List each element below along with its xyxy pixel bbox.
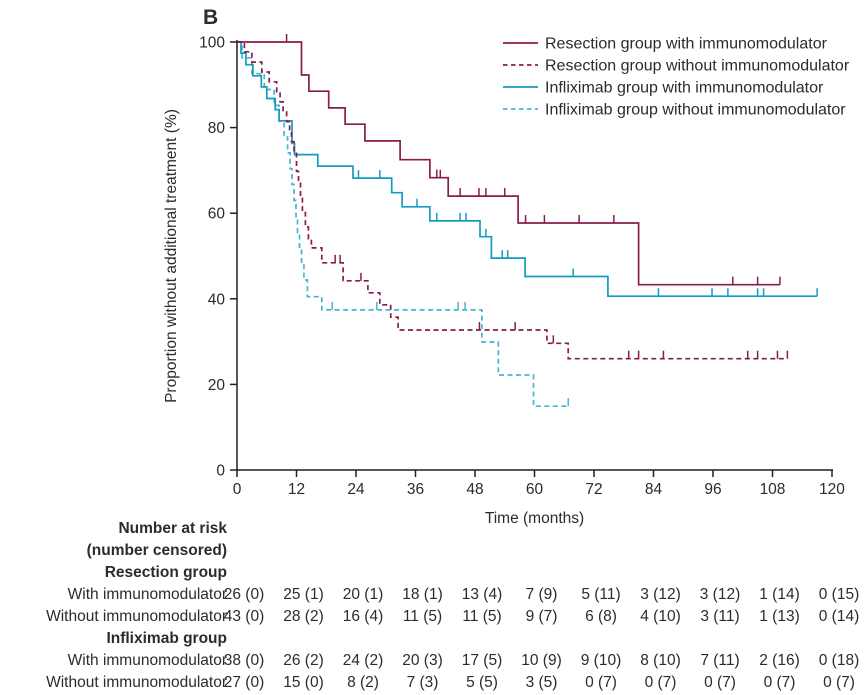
risk-row-resection-without-label: Without immunomodulator: [46, 608, 227, 625]
risk-row-resection-without-cell: 0 (14): [819, 608, 860, 625]
risk-row-resection-without-cell: 6 (8): [585, 608, 617, 625]
risk-table-group-resection: Resection group: [105, 564, 227, 581]
legend-label-resection-without-immunomodulator: Resection group without immunomodulator: [545, 58, 850, 75]
risk-row-resection-without-cell: 4 (10): [640, 608, 681, 625]
km-curve-resection-without-immunomodulator: [237, 41, 788, 360]
x-tick-label: 72: [585, 481, 602, 498]
risk-row-infliximab-without-cell: 0 (7): [823, 674, 855, 691]
x-tick-label: 108: [760, 481, 786, 498]
risk-row-infliximab-without-label: Without immunomodulator: [46, 674, 227, 691]
y-tick-label: 40: [208, 291, 226, 308]
legend: Resection group with immunomodulator Rese…: [503, 36, 850, 119]
risk-row-infliximab-with-label: With immunomodulator: [68, 652, 227, 669]
censor-ticks-resection-with-immunomodulator: [285, 34, 781, 285]
risk-row-infliximab-with-cell: 2 (16): [759, 652, 800, 669]
risk-row-infliximab-without-cell: 0 (7): [645, 674, 677, 691]
risk-row-infliximab-without-cell: 7 (3): [407, 674, 439, 691]
risk-row-infliximab-with-cell: 0 (18): [819, 652, 860, 669]
risk-row-resection-with-cell: 0 (15): [819, 586, 860, 603]
risk-row-infliximab-with-cell: 38 (0): [224, 652, 265, 669]
x-tick-label: 12: [288, 481, 305, 498]
risk-row-infliximab-without-cell: 15 (0): [283, 674, 324, 691]
risk-table-header-line2: (number censored): [87, 542, 227, 559]
km-curves: [237, 34, 818, 408]
y-tick-label: 80: [208, 120, 226, 137]
x-axis-label: Time (months): [485, 510, 584, 527]
y-tick-label: 100: [199, 35, 225, 52]
risk-row-resection-with-cell: 20 (1): [343, 586, 384, 603]
y-axis-label: Proportion without additional treatment …: [163, 109, 180, 403]
risk-row-infliximab-with-cell: 20 (3): [402, 652, 443, 669]
risk-row-resection-with-cell: 26 (0): [224, 586, 265, 603]
risk-row-resection-without-cell: 9 (7): [526, 608, 558, 625]
x-tick-label: 120: [819, 481, 845, 498]
risk-row-resection-with-cell: 3 (12): [640, 586, 681, 603]
x-tick-label: 60: [526, 481, 544, 498]
y-tick-label: 20: [208, 377, 226, 394]
risk-row-infliximab-without-cell: 0 (7): [764, 674, 796, 691]
risk-row-infliximab-without-cell: 0 (7): [704, 674, 736, 691]
risk-row-resection-without-cell: 3 (11): [700, 608, 739, 625]
censor-ticks-infliximab-without-immunomodulator: [331, 301, 569, 407]
risk-row-resection-with-cell: 7 (9): [526, 586, 558, 603]
risk-row-resection-with-cell: 13 (4): [462, 586, 503, 603]
legend-label-infliximab-with-immunomodulator: Infliximab group with immunomodulator: [545, 80, 824, 97]
number-at-risk-table: Number at risk (number censored) Resection…: [46, 520, 859, 691]
x-tick-label: 96: [704, 481, 721, 498]
risk-row-infliximab-with-cell: 9 (10): [581, 652, 622, 669]
y-tick-label: 0: [216, 463, 225, 480]
x-tick-label: 0: [233, 481, 242, 498]
legend-item-resection-with-immunomodulator: Resection group with immunomodulator: [503, 36, 828, 53]
risk-row-infliximab-with-cell: 26 (2): [283, 652, 324, 669]
legend-label-infliximab-without-immunomodulator: Infliximab group without immunomodulator: [545, 102, 846, 119]
censor-ticks-resection-without-immunomodulator: [334, 254, 789, 359]
legend-item-infliximab-with-immunomodulator: Infliximab group with immunomodulator: [503, 80, 824, 97]
risk-row-resection-with-label: With immunomodulator: [68, 586, 227, 603]
panel-label: B: [203, 6, 218, 29]
legend-label-resection-with-immunomodulator: Resection group with immunomodulator: [545, 36, 828, 53]
risk-row-resection-without-cell: 43 (0): [224, 608, 265, 625]
y-tick-label: 60: [208, 206, 226, 223]
km-curve-infliximab-with-immunomodulator: [237, 41, 818, 298]
risk-row-infliximab-without-cell: 27 (0): [224, 674, 265, 691]
risk-row-infliximab-with-cell: 24 (2): [343, 652, 384, 669]
risk-row-resection-with-cell: 5 (11): [581, 586, 620, 603]
risk-row-resection-without-cell: 16 (4): [343, 608, 384, 625]
legend-item-infliximab-without-immunomodulator: Infliximab group without immunomodulator: [503, 102, 846, 119]
y-tick-labels: 0 20 40 60 80 100: [199, 35, 237, 480]
risk-row-resection-without-cell: 1 (13): [759, 608, 800, 625]
x-tick-label: 36: [407, 481, 424, 498]
risk-row-resection-with-cell: 1 (14): [759, 586, 800, 603]
risk-row-infliximab-without-cell: 3 (5): [526, 674, 558, 691]
risk-row-infliximab-without-cell: 5 (5): [466, 674, 498, 691]
risk-row-resection-with-cell: 25 (1): [283, 586, 324, 603]
risk-row-resection-without-cell: 11 (5): [403, 608, 442, 625]
risk-table-group-infliximab: Infliximab group: [106, 630, 227, 647]
censor-ticks-infliximab-with-immunomodulator: [357, 170, 818, 297]
risk-row-resection-with-cell: 3 (12): [700, 586, 741, 603]
risk-row-resection-without-cell: 11 (5): [462, 608, 501, 625]
risk-row-resection-with-cell: 18 (1): [402, 586, 443, 603]
legend-item-resection-without-immunomodulator: Resection group without immunomodulator: [503, 58, 850, 75]
risk-row-infliximab-with-cell: 10 (9): [521, 652, 562, 669]
x-tick-labels: 0 12 24 36 48 60 72 84 96 108 120: [233, 470, 845, 498]
x-tick-label: 48: [466, 481, 483, 498]
risk-row-infliximab-without-cell: 8 (2): [347, 674, 379, 691]
risk-table-header-line1: Number at risk: [118, 520, 227, 537]
risk-row-infliximab-with-cell: 7 (11): [700, 652, 739, 669]
risk-row-infliximab-with-cell: 17 (5): [462, 652, 503, 669]
risk-row-infliximab-without-cell: 0 (7): [585, 674, 617, 691]
x-tick-label: 84: [645, 481, 663, 498]
risk-row-resection-without-cell: 28 (2): [283, 608, 324, 625]
km-curve-infliximab-without-immunomodulator: [237, 41, 569, 408]
km-curve-resection-with-immunomodulator: [237, 41, 780, 286]
x-tick-label: 24: [347, 481, 365, 498]
risk-row-infliximab-with-cell: 8 (10): [640, 652, 681, 669]
